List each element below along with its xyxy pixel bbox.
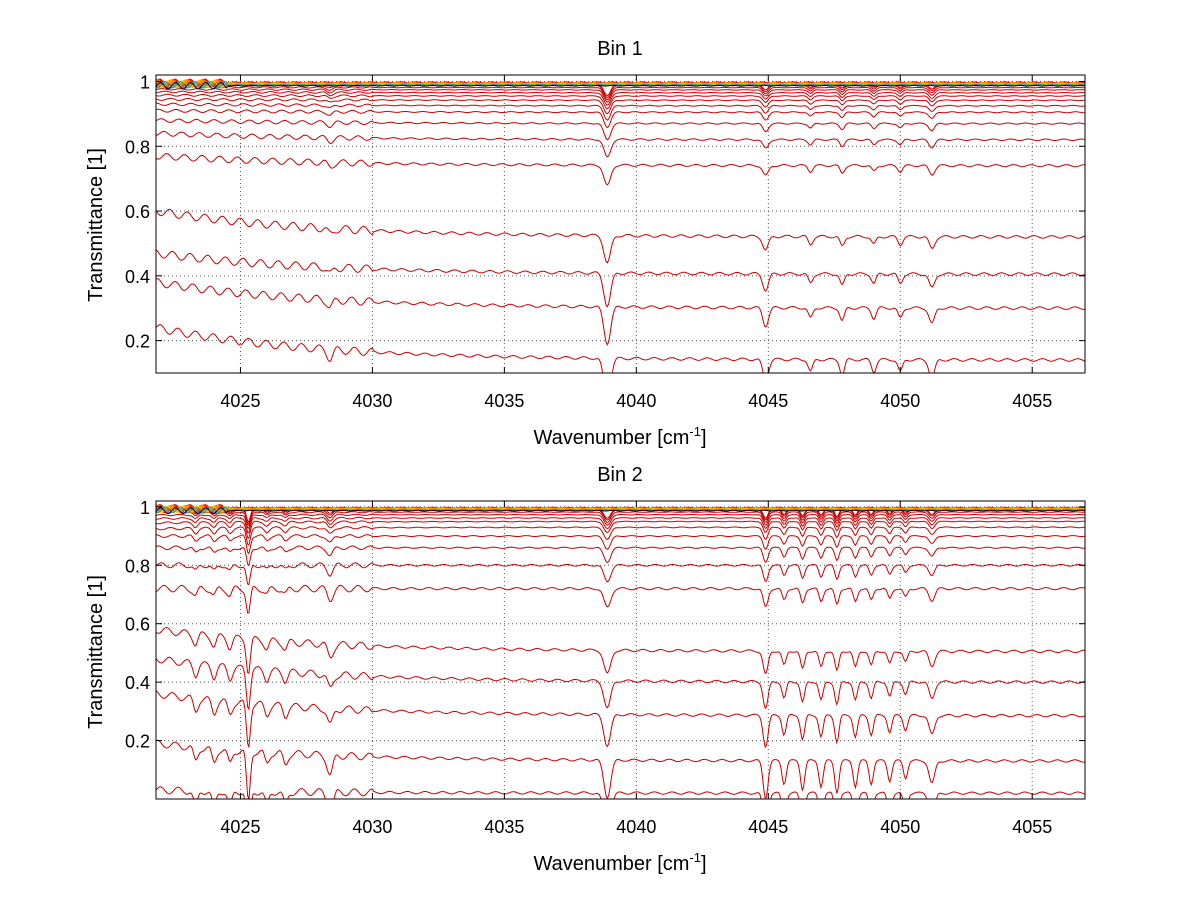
series-line: [156, 690, 1085, 749]
series-line: [156, 88, 1085, 103]
x-tick-label: 4055: [1012, 391, 1052, 411]
series-line: [156, 513, 1085, 529]
series-group: [156, 504, 1085, 799]
x-tick-label: 4050: [880, 391, 920, 411]
x-axis-label-main: Wavenumber [cm: [533, 853, 689, 875]
series-line: [156, 208, 1085, 264]
series-line: [156, 739, 1085, 799]
series-line: [156, 584, 1085, 614]
y-tick-label: 0.8: [125, 556, 150, 576]
y-tick-label: 0.2: [125, 332, 150, 352]
top-band-line: [156, 507, 1085, 515]
x-tick-label: 4045: [748, 817, 788, 837]
x-tick-label: 4025: [220, 391, 260, 411]
x-axis-label-end: ]: [701, 853, 707, 875]
series-line: [156, 786, 1085, 799]
x-tick-label: 4025: [220, 817, 260, 837]
series-line: [156, 97, 1085, 115]
x-axis-label-superscript: -1: [689, 850, 701, 865]
series-line: [156, 562, 1085, 586]
x-tick-label: 4045: [748, 391, 788, 411]
subplot-title: Bin 1: [597, 38, 643, 60]
series-line: [156, 85, 1085, 101]
plot-area: 4025 4030 4035 4040 4045 4050 4055 0.2 0.4 0.6 0.8…: [125, 498, 1086, 837]
axes-background: [156, 501, 1085, 799]
series-line: [156, 108, 1085, 129]
series-line: [156, 102, 1085, 121]
x-axis-label: Wavenumber [cm-1]: [533, 424, 706, 449]
x-axis-label-end: ]: [701, 427, 707, 449]
x-tick-label: 4055: [1012, 817, 1052, 837]
series-line: [156, 90, 1085, 106]
y-tick-label: 0.6: [125, 615, 150, 635]
series-line: [156, 534, 1085, 555]
series-line: [156, 626, 1085, 675]
subplot-bin-2: Bin 2 4025 4030 4035 4040 4045 4050 4055 0.2 0.4…: [85, 464, 1086, 875]
x-tick-label: 4040: [616, 817, 656, 837]
series-line: [156, 153, 1085, 186]
series-line: [156, 93, 1085, 110]
x-axis-label-main: Wavenumber [cm: [533, 427, 689, 449]
y-tick-label: 0.4: [125, 267, 150, 287]
y-tick-label: 0.6: [125, 202, 150, 222]
y-tick-label: 1: [140, 72, 150, 92]
y-tick-label: 0.4: [125, 673, 150, 693]
x-tick-label: 4035: [484, 391, 524, 411]
subplot-title: Bin 2: [597, 464, 643, 486]
series-line: [156, 130, 1085, 158]
series-line: [156, 249, 1085, 308]
series-line: [156, 278, 1085, 346]
x-axis-label: Wavenumber [cm-1]: [533, 850, 706, 875]
y-tick-label: 1: [140, 498, 150, 518]
y-axis-label: Transmittance [1]: [85, 575, 107, 729]
subplot-bin-1: Bin 1 4025 4030 4035 4040 4045 4050 4055 0.2 0.4…: [85, 38, 1086, 449]
plot-area: 4025 4030 4035 4040 4045 4050 4055 0.2 0.4 0.6 0.8…: [125, 72, 1086, 411]
x-axis-label-superscript: -1: [689, 424, 701, 439]
series-line: [156, 525, 1085, 547]
x-tick-label: 4030: [352, 817, 392, 837]
series-line: [156, 118, 1085, 141]
x-tick-label: 4050: [880, 817, 920, 837]
series-line: [156, 656, 1085, 711]
top-band-line: [156, 81, 1085, 90]
x-tick-label: 4040: [616, 391, 656, 411]
series-group: [156, 78, 1085, 373]
y-axis-label: Transmittance [1]: [85, 148, 107, 302]
series-line: [156, 324, 1085, 373]
y-tick-label: 0.8: [125, 137, 150, 157]
y-tick-label: 0.2: [125, 732, 150, 752]
series-line: [156, 545, 1085, 567]
series-line: [156, 511, 1085, 527]
axes-frame: [155, 74, 1086, 374]
x-tick-label: 4035: [484, 817, 524, 837]
series-line: [156, 520, 1085, 539]
series-line: [156, 516, 1085, 534]
x-tick-label: 4030: [352, 391, 392, 411]
axes-frame: [155, 500, 1086, 800]
